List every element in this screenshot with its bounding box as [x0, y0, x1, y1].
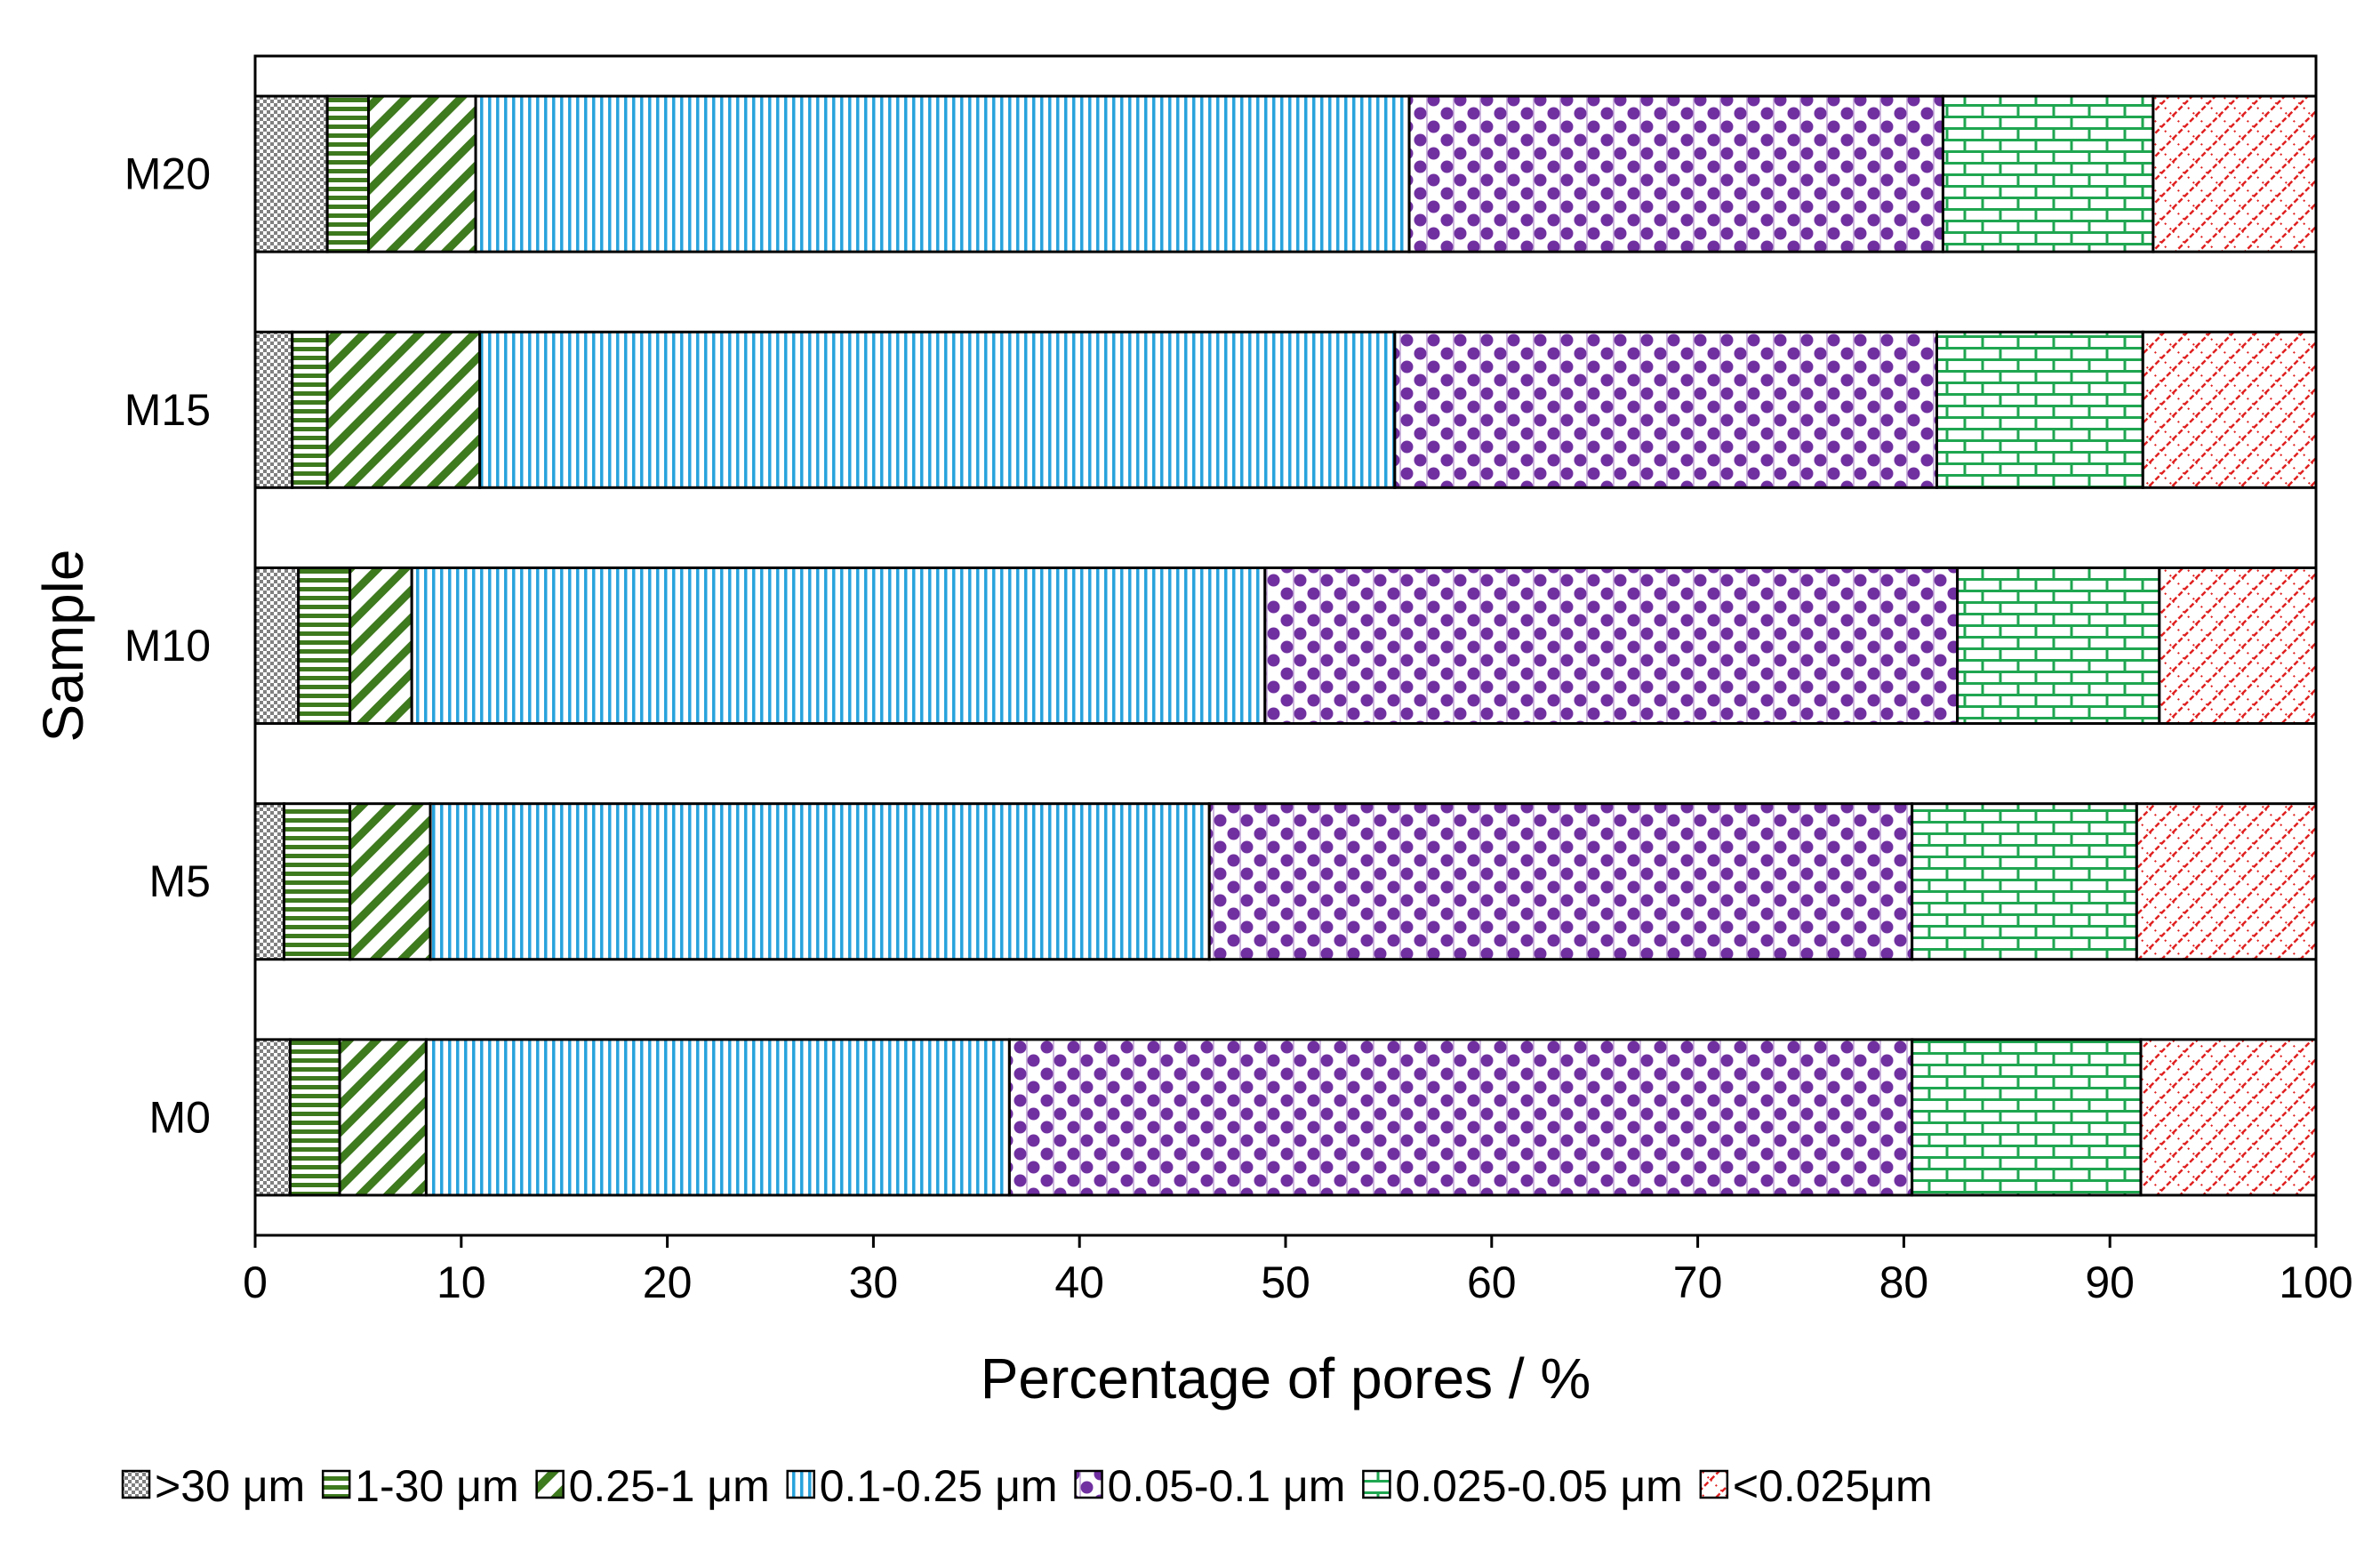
legend-label-7: <0.025μm [1733, 1461, 1933, 1511]
legend-label-2: 1-30 μm [355, 1461, 518, 1511]
legend-label-1: >30 μm [155, 1461, 305, 1511]
bar-segment-m10-1 [253, 566, 301, 726]
bar-segment-m10-3 [349, 566, 413, 726]
x-tick-label-10: 10 [437, 1258, 486, 1307]
bar-segment-m5-2 [282, 802, 352, 961]
bar-segment-m0-1 [253, 1038, 292, 1197]
legend-label-5: 0.05-0.1 μm [1108, 1461, 1346, 1511]
x-axis-title: Percentage of pores / % [981, 1346, 1591, 1410]
bar-segment-m10-7 [2158, 566, 2318, 726]
x-tick-label-70: 70 [1673, 1258, 1723, 1307]
x-tick-label-100: 100 [2279, 1258, 2352, 1307]
legend-label-4: 0.1-0.25 μm [820, 1461, 1058, 1511]
bar-segment-m10-6 [1956, 566, 2161, 726]
bar-segment-m0-5 [1007, 1038, 1914, 1197]
x-tick-label-80: 80 [1879, 1258, 1929, 1307]
bar-segment-m15-4 [478, 330, 1397, 489]
x-tick-label-60: 60 [1467, 1258, 1517, 1307]
legend-swatch-7 [1699, 1469, 1729, 1499]
bar-segment-m0-4 [424, 1038, 1011, 1197]
bar-segment-m15-6 [1935, 330, 2144, 489]
bar-segment-m20-7 [2152, 94, 2318, 253]
bar-segment-m5-5 [1207, 802, 1914, 961]
bar-segment-m15-7 [2141, 330, 2318, 489]
bar-segment-m15-5 [1393, 330, 1938, 489]
bar-segment-m15-1 [253, 330, 294, 489]
bar-segment-m20-4 [474, 94, 1411, 253]
bar-segment-m20-5 [1407, 94, 1944, 253]
category-label-m0: M0 [149, 1092, 211, 1142]
legend-swatch-4 [786, 1469, 815, 1499]
legend-swatch-5 [1074, 1469, 1103, 1499]
legend-swatch-3 [535, 1469, 565, 1499]
bar-segment-m0-7 [2139, 1038, 2318, 1197]
category-label-m10: M10 [124, 621, 211, 671]
legend-label-3: 0.25-1 μm [569, 1461, 770, 1511]
x-tick-label-0: 0 [243, 1258, 268, 1307]
y-axis-title: Sample [31, 550, 95, 743]
category-label-m20: M20 [124, 149, 211, 199]
bar-segment-m5-3 [349, 802, 432, 961]
bar-segment-m10-4 [410, 566, 1267, 726]
x-tick-label-40: 40 [1054, 1258, 1104, 1307]
bar-segment-m0-2 [288, 1038, 341, 1197]
legend-swatch-2 [321, 1469, 351, 1499]
x-tick-label-90: 90 [2085, 1258, 2135, 1307]
bar-segment-m0-6 [1911, 1038, 2143, 1197]
bars-group [253, 94, 2318, 1197]
bar-segment-m5-1 [253, 802, 285, 961]
legend-swatch-1 [121, 1469, 151, 1499]
category-label-m15: M15 [124, 385, 211, 435]
category-label-m5: M5 [149, 856, 211, 906]
bar-segment-m10-5 [1263, 566, 1959, 726]
bar-segment-m10-2 [297, 566, 352, 726]
bar-segment-m5-4 [429, 802, 1211, 961]
y-axis-category-labels: M0 M5 M10 M15 M20 [124, 149, 211, 1143]
legend: >30 μm 1-30 μm 0.25-1 μm 0.1-0.25 μm 0.05-0.… [121, 1461, 1933, 1511]
bar-segment-m20-2 [325, 94, 370, 253]
bar-segment-m5-7 [2135, 802, 2318, 961]
x-tick-label-50: 50 [1261, 1258, 1310, 1307]
x-axis: 0 10 20 30 40 50 60 70 80 90 100 [243, 1235, 2353, 1307]
bar-segment-m20-6 [1941, 94, 2155, 253]
bar-segment-m20-1 [253, 94, 329, 253]
bar-segment-m20-3 [366, 94, 477, 253]
bar-segment-m5-6 [1911, 802, 2138, 961]
legend-swatch-6 [1362, 1469, 1391, 1499]
bar-segment-m0-3 [338, 1038, 428, 1197]
x-tick-label-30: 30 [849, 1258, 899, 1307]
bar-segment-m15-2 [291, 330, 329, 489]
x-tick-label-20: 20 [643, 1258, 693, 1307]
legend-label-6: 0.025-0.05 μm [1395, 1461, 1682, 1511]
bar-segment-m15-3 [325, 330, 482, 489]
